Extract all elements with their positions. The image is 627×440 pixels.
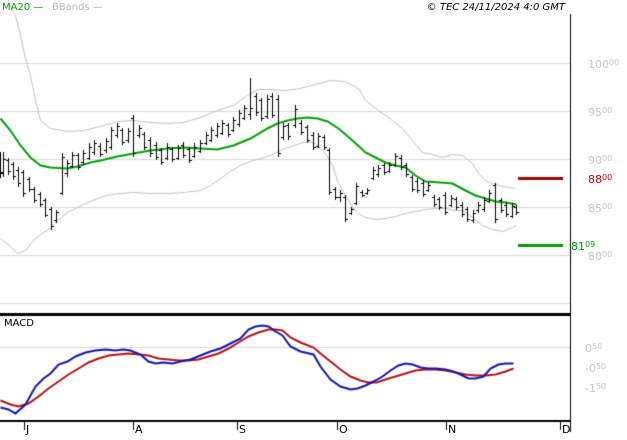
price-axis-label-9000-sup: 00 <box>602 154 613 163</box>
legend: MA20 — BBands — <box>2 2 103 13</box>
price-axis-label-8800-sup: 00 <box>602 173 613 182</box>
price-axis-label-8109-sup: 09 <box>585 240 596 249</box>
macd-axis-label-1: -050 <box>585 361 606 374</box>
price-axis-label-8000-sup: 00 <box>602 250 613 259</box>
price-axis-label-8800-main: 88 <box>588 173 602 186</box>
month-label-D: D <box>562 423 571 436</box>
price-axis-label-10000-sup: 00 <box>609 58 620 67</box>
month-label-A: A <box>135 423 143 436</box>
price-axis-label-8500: 8500 <box>588 201 612 214</box>
macd-axis-label-0-sup: 50 <box>592 342 603 351</box>
macd-axis-label-1-main: -0 <box>585 362 596 375</box>
month-label-O: O <box>339 423 348 436</box>
legend-bbands-label: BBands <box>51 2 90 13</box>
copyright-text: © TEC 24/11/2024 4:0 GMT <box>426 2 565 13</box>
price-axis-label-8800: 8800 <box>588 172 612 185</box>
macd-axis-label-0: 050 <box>585 341 602 354</box>
macd-axis-label-2: -150 <box>585 381 606 394</box>
price-axis-label-8500-main: 85 <box>588 202 602 215</box>
price-axis-label-8000: 8000 <box>588 249 612 262</box>
macd-axis-label-2-sup: 50 <box>595 382 607 391</box>
price-axis-label-9000: 9000 <box>588 153 612 166</box>
ma20-line-swatch: — <box>33 2 43 13</box>
macd-axis-label-1-sup: 50 <box>595 362 607 371</box>
macd-axis-label-2-main: -1 <box>585 382 596 395</box>
price-axis-label-8500-sup: 00 <box>602 202 613 211</box>
macd-axis-label-0-main: 0 <box>585 342 592 355</box>
price-axis-label-9500: 9500 <box>588 105 612 118</box>
price-axis-label-9500-main: 95 <box>588 106 602 119</box>
price-axis-label-9000-main: 90 <box>588 154 602 167</box>
price-axis-label-8109-main: 81 <box>571 240 585 253</box>
price-axis-label-10000-main: 100 <box>588 58 609 71</box>
price-axis-label-9500-sup: 00 <box>602 106 613 115</box>
month-label-N: N <box>448 423 457 436</box>
price-axis-label-8109: 8109 <box>571 239 595 252</box>
macd-panel-title: MACD <box>4 318 34 329</box>
month-label-J: J <box>26 423 30 436</box>
price-axis-label-8000-main: 80 <box>588 250 602 263</box>
month-label-S: S <box>239 423 246 436</box>
bbands-line-swatch: — <box>92 2 103 13</box>
price-axis-label-10000: 10000 <box>588 57 619 70</box>
legend-ma20-label: MA20 <box>2 2 31 13</box>
